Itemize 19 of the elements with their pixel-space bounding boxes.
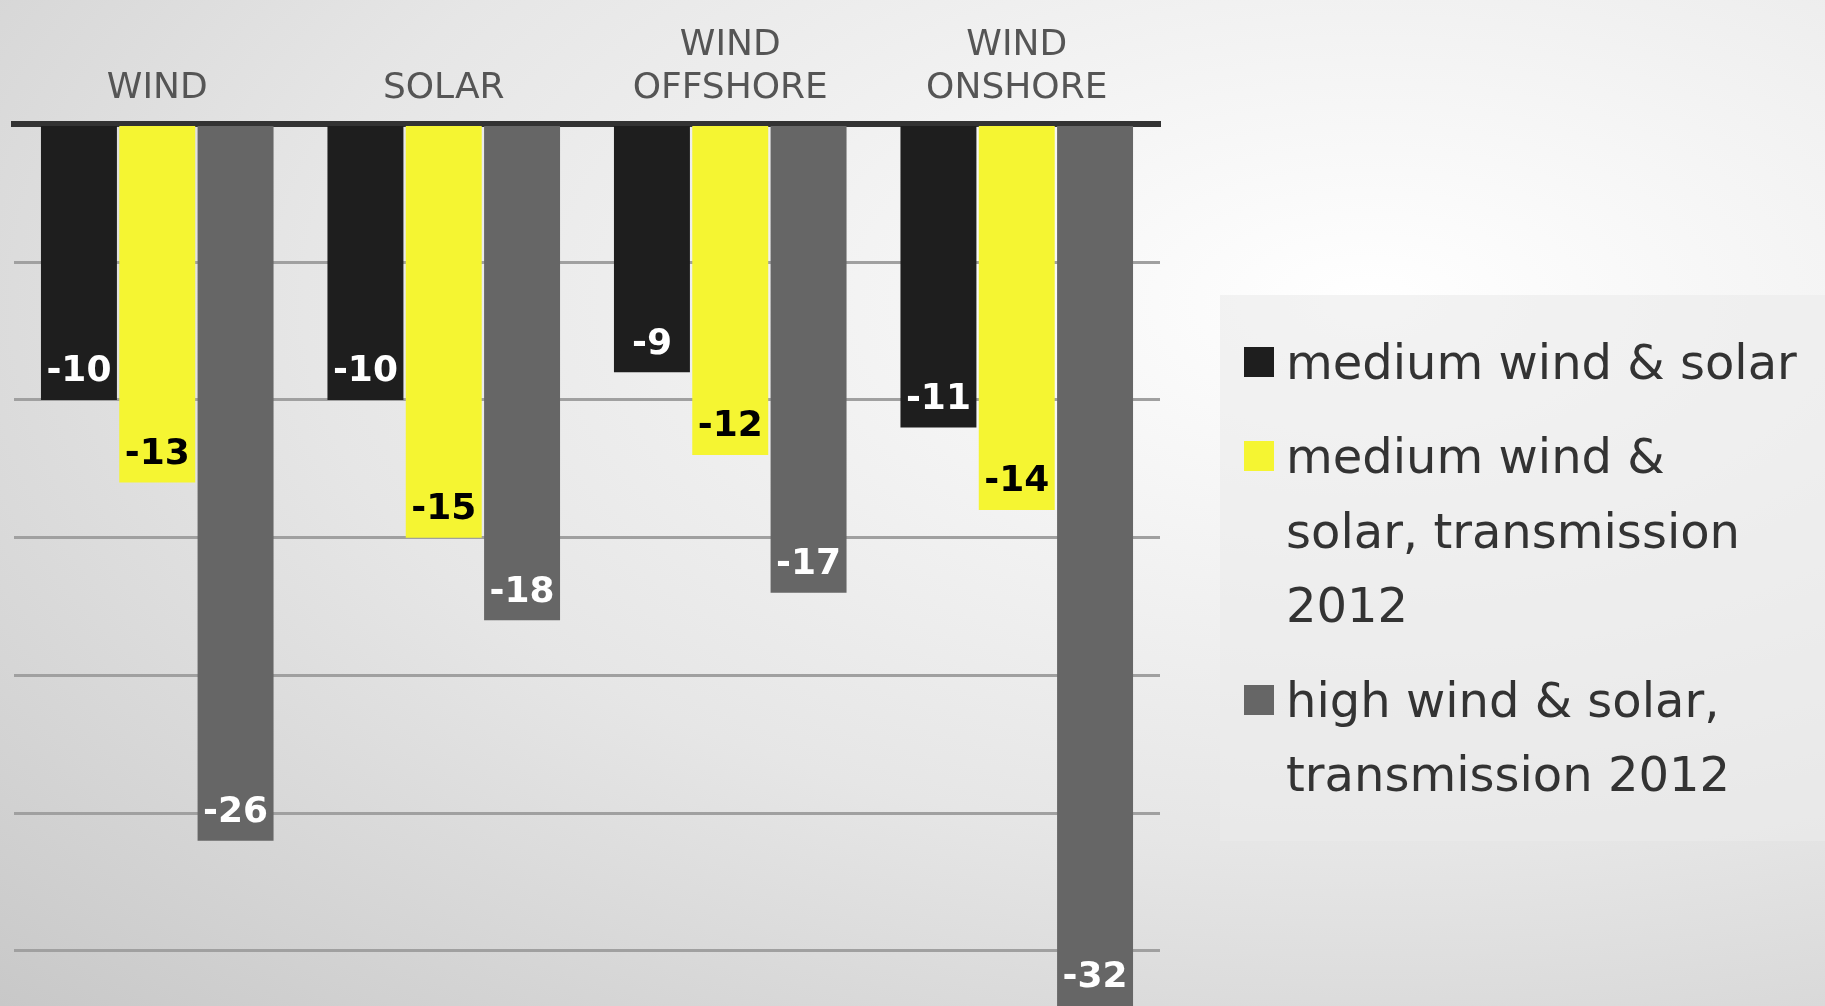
data-label: -26	[203, 789, 269, 831]
data-label: -15	[411, 486, 477, 528]
x-tick-label: WIND OFFSHORE	[632, 21, 828, 107]
data-label: -9	[631, 320, 672, 362]
x-tick-label: WIND	[106, 65, 208, 107]
data-label: -32	[1062, 954, 1128, 996]
legend-label: medium wind & solar	[1286, 333, 1798, 392]
data-label: -10	[46, 348, 112, 390]
legend-label: high wind & solar, transmission 2012	[1286, 670, 1732, 804]
legend-label: medium wind & solar, transmission 2012	[1286, 427, 1741, 636]
data-label: -14	[984, 458, 1050, 500]
data-label: -18	[489, 568, 555, 610]
data-label: -12	[697, 403, 763, 445]
x-tick-label: WIND ONSHORE	[926, 21, 1108, 107]
data-label: -10	[332, 348, 398, 390]
x-tick-label: SOLAR	[382, 65, 505, 107]
data-label: -13	[124, 430, 190, 472]
data-label: -17	[776, 541, 842, 583]
data-label: -11	[905, 375, 971, 417]
